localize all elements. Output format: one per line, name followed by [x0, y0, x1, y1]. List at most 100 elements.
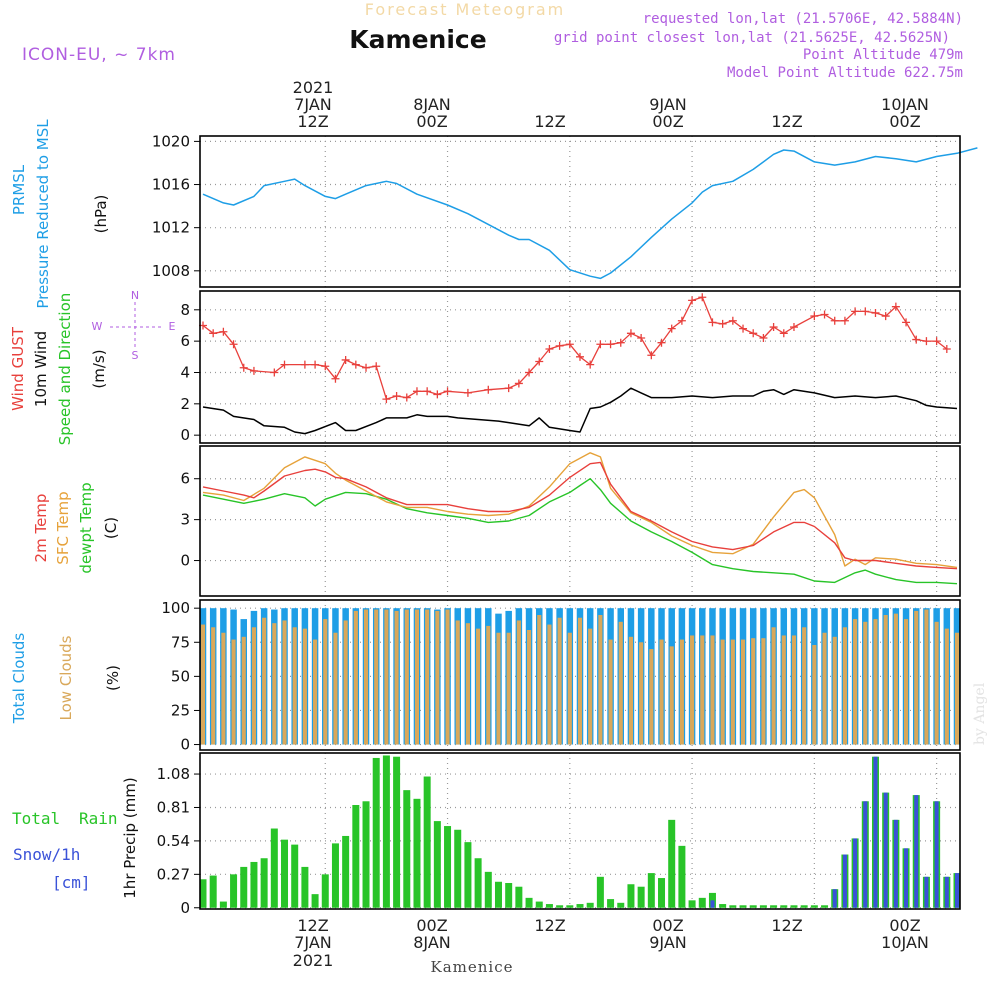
- rain-bar: [698, 897, 706, 908]
- bottom-axis-time: 12Z: [534, 916, 565, 935]
- rain-bar: [494, 881, 502, 908]
- gust-marker: [657, 338, 666, 347]
- snow-bar: [934, 801, 939, 908]
- low-clouds-bar: [883, 615, 888, 745]
- gust-marker: [209, 329, 218, 338]
- low-clouds-bar: [374, 609, 379, 745]
- top-axis-time: 00Z: [416, 112, 447, 131]
- snow-bar: [904, 848, 909, 908]
- rain-bar: [372, 757, 380, 908]
- gust-marker: [688, 296, 697, 305]
- gust-marker: [433, 390, 442, 399]
- gust-marker: [463, 388, 472, 397]
- low-clouds-bar: [404, 609, 409, 745]
- low-clouds-bar: [751, 638, 756, 745]
- pressure-panel: 1008 1012 1016 1020: [152, 132, 978, 288]
- snow-bar: [955, 873, 959, 908]
- rain-bar: [586, 902, 594, 908]
- gust-marker: [412, 387, 421, 396]
- low-clouds-bar: [394, 610, 399, 745]
- rain-bar: [444, 826, 452, 908]
- low-clouds-bar: [740, 639, 746, 745]
- gust-marker: [871, 308, 880, 317]
- low-clouds-bar: [567, 632, 572, 745]
- rain-bar: [454, 829, 462, 908]
- low-clouds-bar: [333, 632, 338, 745]
- compass-e: E: [169, 320, 176, 333]
- low-clouds-bar: [842, 627, 847, 745]
- wind-panel-labels: Wind GUST 10m Wind Speed and Direction (…: [9, 293, 108, 446]
- low-clouds-bar: [659, 639, 664, 745]
- wind-frame: [199, 290, 961, 444]
- gust-marker: [881, 312, 890, 321]
- snow-bar: [883, 792, 888, 908]
- rain-bar: [668, 819, 676, 908]
- low-clouds-bar: [435, 610, 440, 745]
- clouds-ytick-label: 25: [171, 701, 190, 719]
- low-clouds-bar: [262, 617, 267, 745]
- rain-bar: [810, 905, 818, 908]
- low-clouds-bar: [414, 609, 420, 745]
- low-clouds-bar: [679, 639, 684, 745]
- temp-sfc-label: SFC Temp: [54, 491, 72, 564]
- rain-bar: [474, 858, 482, 908]
- gust-marker: [759, 334, 768, 343]
- rain-bar: [382, 755, 390, 908]
- top-axis-time: 12Z: [771, 112, 802, 131]
- gust-marker: [851, 307, 860, 316]
- rain-bar: [230, 874, 238, 908]
- low-clouds-bar: [924, 609, 929, 745]
- rain-bar: [515, 886, 523, 908]
- footer-location: Kamenice: [431, 958, 514, 976]
- snow-bar: [863, 801, 868, 908]
- wind-10m-label: 10m Wind: [32, 331, 50, 407]
- low-clouds-bar: [944, 628, 949, 745]
- clouds-ytick-label: 100: [161, 599, 190, 617]
- low-clouds-bar: [282, 620, 287, 745]
- meteogram-title: Forecast Meteogram: [365, 0, 565, 19]
- low-clouds-bar: [771, 627, 776, 745]
- gust-marker: [300, 360, 309, 369]
- gust-marker: [891, 302, 900, 311]
- gust-marker: [861, 307, 870, 316]
- snow-bar: [842, 854, 847, 908]
- total-label: Total: [12, 809, 60, 828]
- bottom-axis-time: 00Z: [652, 916, 683, 935]
- low-clouds-bar: [211, 627, 216, 745]
- top-axis-time: 12Z: [534, 112, 565, 131]
- sfc-temp-line: [202, 452, 958, 569]
- precip-panel-labels: Total Rain Snow/1h [cm] 1hr Precip (mm): [12, 777, 139, 898]
- compass-rose: N S W E: [92, 289, 176, 362]
- wind-speed-line: [202, 387, 958, 435]
- pressure-ytick-label: 1016: [152, 176, 190, 194]
- rain-bar: [484, 871, 492, 908]
- precip-frame: [199, 752, 961, 910]
- gust-marker: [912, 335, 921, 344]
- low-clouds-bar: [231, 639, 236, 745]
- low-clouds-bar: [853, 619, 858, 745]
- gust-marker: [545, 344, 554, 353]
- gust-marker: [331, 374, 340, 383]
- gust-marker: [372, 362, 381, 371]
- gust-marker: [362, 363, 371, 372]
- rain-bar: [403, 790, 411, 908]
- gust-marker: [616, 338, 625, 347]
- wind-ytick-label: 0: [180, 426, 190, 444]
- gust-marker: [922, 337, 931, 346]
- snow-bar: [832, 889, 837, 908]
- rain-bar: [647, 873, 655, 908]
- precip-unit: 1hr Precip (mm): [121, 777, 139, 898]
- snow-bar: [893, 819, 898, 908]
- rain-bar: [770, 905, 778, 908]
- rain-bar: [219, 901, 227, 908]
- gust-marker: [739, 324, 748, 333]
- low-clouds-bar: [272, 623, 277, 745]
- rain-bar: [199, 879, 207, 908]
- low-clouds-bar: [669, 646, 674, 745]
- gust-marker: [698, 293, 707, 302]
- clouds-ytick-label: 0: [180, 736, 190, 754]
- gust-marker: [606, 340, 615, 349]
- gust-marker: [392, 391, 401, 400]
- gust-marker: [637, 334, 646, 343]
